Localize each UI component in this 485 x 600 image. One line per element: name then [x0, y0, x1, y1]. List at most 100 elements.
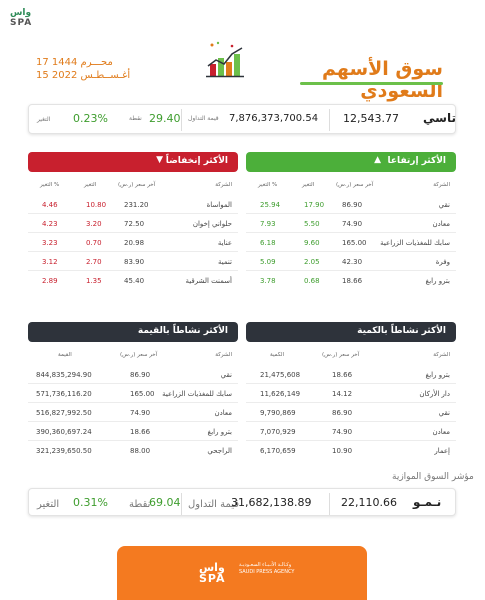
company-name: حلواني إخوان [192, 220, 232, 228]
company-name: سابك للمغذيات الزراعية [380, 239, 450, 247]
table-row: إعمار 10.90 6,170,659 [246, 442, 456, 460]
company-name: بترو رابغ [207, 428, 232, 436]
parallel-turnover-label: قيمة التداول [188, 499, 240, 510]
volume-title: الأكثر نشاطاً بالكمية [357, 326, 446, 336]
table-row: الراجحي 88.00 321,239,650.50 [28, 442, 238, 460]
table-row: نقي 86.90 17.90 25.94 [246, 196, 456, 214]
change-pct: 3.12 [42, 258, 58, 266]
change-value: 0.70 [86, 239, 102, 247]
footer-banner: واس SPA وكـالـة الأنـبـاء السعـوديـة SAU… [117, 546, 367, 600]
company-name: بترو رابغ [425, 277, 450, 285]
col-header-change: التغير [84, 182, 97, 188]
parallel-points-value: 69.04 [149, 496, 181, 509]
change-value: 1.35 [86, 277, 102, 285]
table-row: معادن 74.90 516,827,992.50 [28, 404, 238, 422]
footer-logo-arabic: واس [199, 561, 225, 574]
tasi-index-value: 12,543.77 [343, 112, 399, 125]
last-price: 18.66 [332, 371, 353, 379]
col-header-value: القيمة [58, 352, 72, 358]
last-price: 74.90 [130, 409, 151, 417]
parallel-index-value: 22,110.66 [341, 496, 397, 509]
company-name: نقي [438, 201, 450, 209]
col-header-volume: الكمية [270, 352, 285, 358]
change-pct: 3.23 [42, 239, 58, 247]
agency-name-arabic: وكـالـة الأنـبـاء السعـوديـة [239, 562, 292, 568]
col-header-company: الشركة [215, 182, 232, 188]
most-active-value-table: الشركة آخر سعر (ر.س) القيمة نقي 86.90 84… [28, 344, 238, 462]
traded-value: 571,736,116.20 [36, 390, 92, 398]
change-pct: 4.46 [42, 201, 58, 209]
gainers-table: الشركة آخر سعر (ر.س) التغير التغير % نقي… [246, 174, 456, 292]
change-value: 10.80 [86, 201, 107, 209]
company-name: إعمار [434, 447, 450, 455]
divider [181, 109, 182, 131]
last-price: 165.00 [342, 239, 367, 247]
col-header-change: التغير [302, 182, 315, 188]
losers-table: الشركة آخر سعر (ر.س) التغير التغير % الم… [28, 174, 238, 292]
change-pct: 5.09 [260, 258, 276, 266]
table-row: بترو رابغ 18.66 390,360,697.24 [28, 423, 238, 441]
gainers-title: الأكثر إرتفاعا [387, 156, 446, 166]
change-pct: 2.89 [42, 277, 58, 285]
company-name: عناية [217, 239, 232, 247]
company-name: نقي [220, 371, 232, 379]
company-name: دار الأركان [419, 390, 450, 398]
col-header-change-pct: التغير % [40, 182, 60, 188]
logo-arabic: واس [10, 8, 32, 18]
company-name: معادن [214, 409, 232, 417]
col-header-change-pct: التغير % [258, 182, 278, 188]
tasi-turnover-label: قيمة التداول [188, 115, 219, 122]
col-header-price: آخر سعر (ر.س) [120, 352, 158, 358]
company-name: أسمنت الشرقية [185, 277, 232, 285]
table-row: بترو رابغ 18.66 21,475,608 [246, 366, 456, 384]
arrow-up-icon: ▲ [374, 155, 381, 165]
table-row: نقي 86.90 9,790,869 [246, 404, 456, 422]
gregorian-date: 15 أغـســطـس 2022 [36, 70, 131, 81]
tasi-summary-bar: التغير 0.23% نقطة 29.40 قيمة التداول 7,8… [28, 104, 456, 134]
traded-value: 516,827,992.50 [36, 409, 92, 417]
table-row: حلواني إخوان 72.50 3.20 4.23 [28, 215, 238, 233]
agency-name: وكـالـة الأنـبـاء السعـوديـة SAUDI PRESS… [239, 562, 294, 576]
parallel-index-name: نـمـو [413, 495, 442, 509]
change-value: 2.70 [86, 258, 102, 266]
last-price: 86.90 [130, 371, 151, 379]
col-header-company: الشركة [433, 352, 450, 358]
hijri-date: 17 محـــرم 1444 [36, 57, 113, 68]
parallel-market-title: مؤشر السوق الموازية [392, 472, 474, 482]
table-row: عناية 20.98 0.70 3.23 [28, 234, 238, 252]
volume-value: 11,626,149 [260, 390, 301, 398]
company-name: معادن [432, 428, 450, 436]
volume-value: 6,170,659 [260, 447, 296, 455]
tasi-name: تاسي [423, 111, 456, 125]
agency-name-english: SAUDI PRESS AGENCY [239, 569, 295, 575]
change-value: 3.20 [86, 220, 102, 228]
col-header-company: الشركة [215, 352, 232, 358]
last-price: 18.66 [342, 277, 363, 285]
table-row: بترو رابغ 18.66 0.68 3.78 [246, 272, 456, 290]
last-price: 231.20 [124, 201, 149, 209]
bar-chart-trend-icon [202, 40, 248, 80]
last-price: 45.40 [124, 277, 145, 285]
parallel-market-bar: التغير 0.31% نقطة 69.04 قيمة التداول 31,… [28, 488, 456, 516]
arrow-down-icon: ▼ [156, 155, 163, 165]
company-name: بترو رابغ [425, 371, 450, 379]
last-price: 10.90 [332, 447, 353, 455]
tasi-points-value: 29.40 [149, 112, 181, 125]
tasi-points-label: نقطة [129, 115, 142, 122]
table-row: دار الأركان 14.12 11,626,149 [246, 385, 456, 403]
last-price: 74.90 [332, 428, 353, 436]
change-value: 5.50 [304, 220, 320, 228]
volume-value: 9,790,869 [260, 409, 296, 417]
change-value: 2.05 [304, 258, 320, 266]
losers-header: الأكثر إنخفاضاً ▼ [28, 152, 238, 172]
footer-logo-latin: SPA [199, 572, 226, 585]
divider [181, 493, 182, 515]
title-underline [300, 82, 443, 85]
company-name: سابك للمغذيات الزراعية [162, 390, 232, 398]
traded-value: 390,360,697.24 [36, 428, 92, 436]
last-price: 86.90 [332, 409, 353, 417]
last-price: 42.30 [342, 258, 363, 266]
change-pct: 3.78 [260, 277, 276, 285]
company-name: المواساة [206, 201, 232, 209]
last-price: 86.90 [342, 201, 363, 209]
